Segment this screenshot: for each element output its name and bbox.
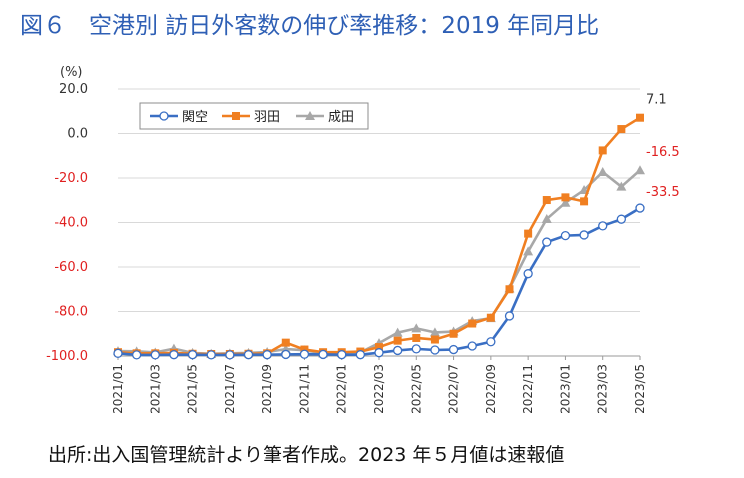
x-tick-label: 2021/01 xyxy=(111,364,125,414)
data-point xyxy=(281,338,290,347)
data-point xyxy=(448,344,459,355)
end-value-label: -16.5 xyxy=(646,145,680,160)
legend-swatch-marker xyxy=(305,111,315,120)
y-tick-label: -80.0 xyxy=(54,305,88,320)
x-tick-label: 2021/03 xyxy=(148,364,162,414)
end-labels: 7.1 -16.5 -33.5 xyxy=(646,93,680,200)
data-point xyxy=(467,341,477,351)
data-point xyxy=(392,345,403,356)
x-tick-label: 2021/11 xyxy=(297,364,311,414)
data-point xyxy=(616,181,627,191)
data-point xyxy=(412,333,421,342)
data-point xyxy=(430,345,440,355)
data-point xyxy=(131,350,142,360)
series-line xyxy=(117,206,641,357)
data-point xyxy=(318,349,328,360)
x-tick-label: 2021/05 xyxy=(186,364,200,414)
x-tick-label: 2022/11 xyxy=(521,364,535,414)
x-tick-label: 2022/03 xyxy=(372,364,386,414)
data-point xyxy=(635,165,645,175)
legend-swatch-marker xyxy=(232,112,240,120)
data-point xyxy=(355,350,366,360)
y-tick-label: -100.0 xyxy=(46,349,88,364)
x-tick-label: 2022/07 xyxy=(447,364,461,414)
data-point xyxy=(541,213,552,223)
data-point xyxy=(449,329,458,338)
data-point xyxy=(299,349,310,359)
data-point xyxy=(486,337,496,347)
y-tick-label: 0.0 xyxy=(67,127,88,142)
data-point xyxy=(598,221,608,231)
x-tick-label: 2022/01 xyxy=(335,364,349,414)
data-point xyxy=(392,327,403,337)
data-point xyxy=(113,348,123,358)
data-point xyxy=(300,345,309,354)
data-point xyxy=(523,269,533,279)
data-point xyxy=(393,336,402,345)
data-point xyxy=(560,230,571,241)
data-point xyxy=(524,229,533,238)
data-point xyxy=(374,348,384,358)
data-point xyxy=(375,343,383,352)
y-tick-label: -60.0 xyxy=(54,260,88,275)
x-tick-label: 2023/03 xyxy=(596,364,610,414)
data-point xyxy=(429,327,440,337)
data-point xyxy=(243,350,254,360)
gridlines xyxy=(118,88,640,357)
legend-label: 羽田 xyxy=(254,110,280,125)
x-tick-label: 2021/09 xyxy=(260,364,274,414)
legend-label: 関空 xyxy=(182,110,208,125)
data-point xyxy=(337,350,347,360)
y-axis-tick-labels: 20.0 0.0 -20.0 -40.0 -60.0 -80.0 -100.0 xyxy=(46,82,88,364)
data-point xyxy=(281,349,291,360)
x-axis-tick-labels: 2021/01 2021/03 2021/05 2021/07 2021/09 2021/… xyxy=(111,356,647,414)
x-tick-label: 2023/05 xyxy=(633,364,647,414)
y-tick-label: 20.0 xyxy=(59,82,88,97)
data-point xyxy=(150,350,160,360)
x-tick-label: 2022/05 xyxy=(409,364,423,414)
data-point xyxy=(262,350,272,360)
x-tick-label: 2023/01 xyxy=(558,364,572,414)
data-point xyxy=(560,197,571,207)
data-point xyxy=(505,285,514,294)
data-point xyxy=(504,311,515,321)
data-point xyxy=(616,214,627,224)
data-point xyxy=(579,230,589,240)
data-point xyxy=(225,350,235,360)
y-tick-label: -20.0 xyxy=(54,171,88,186)
data-point xyxy=(598,146,607,155)
data-point xyxy=(206,350,216,360)
data-point xyxy=(187,350,198,360)
data-point xyxy=(561,193,570,202)
end-value-label: -33.5 xyxy=(646,185,680,200)
series-lines xyxy=(113,113,645,360)
data-point xyxy=(523,246,534,256)
legend-label: 成田 xyxy=(328,110,354,125)
legend-swatch-marker xyxy=(159,111,169,121)
data-point xyxy=(617,125,626,134)
data-point xyxy=(411,344,421,354)
chart-title: 図６ 空港別 訪日外客数の伸び率推移：2019 年同月比 xyxy=(20,13,600,39)
data-point xyxy=(542,196,551,205)
data-point xyxy=(597,166,608,176)
data-point xyxy=(542,237,552,247)
y-tick-label: -40.0 xyxy=(54,216,88,231)
y-axis-unit-label: (%) xyxy=(60,65,83,80)
data-point xyxy=(468,319,477,328)
legend: 関空 羽田 成田 xyxy=(139,102,369,130)
end-value-label: 7.1 xyxy=(646,93,667,108)
data-point xyxy=(411,323,422,333)
data-point xyxy=(635,203,645,213)
series-circle xyxy=(113,203,645,360)
x-tick-label: 2022/09 xyxy=(484,364,498,414)
data-point xyxy=(430,335,439,344)
source-note: 出所:出入国管理統計より筆者作成。2023 年５月値は速報値 xyxy=(48,444,565,466)
data-point xyxy=(486,313,495,322)
data-point xyxy=(636,113,644,122)
x-tick-label: 2021/07 xyxy=(223,364,237,414)
data-point xyxy=(580,197,589,206)
data-point xyxy=(169,350,179,360)
